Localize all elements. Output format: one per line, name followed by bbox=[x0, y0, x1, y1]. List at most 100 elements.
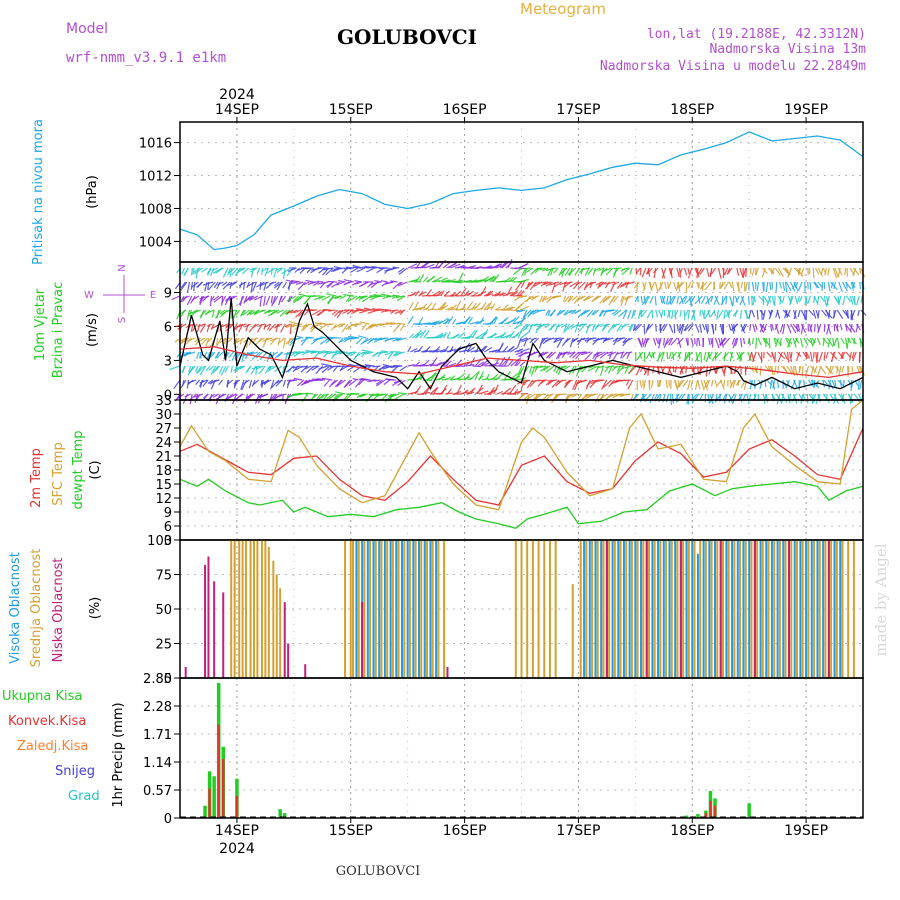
wind-barb bbox=[575, 281, 583, 286]
wind-barb bbox=[321, 365, 331, 374]
cloud-bar bbox=[799, 540, 802, 678]
wind-barb bbox=[553, 337, 562, 340]
wind-barb bbox=[516, 290, 523, 297]
wind-barb bbox=[259, 281, 269, 287]
wind-barb bbox=[317, 351, 328, 355]
wind-barb bbox=[598, 309, 604, 317]
wind-barb bbox=[797, 323, 801, 331]
wind-barb bbox=[195, 337, 201, 346]
wind-barb bbox=[523, 309, 532, 319]
wind-barb bbox=[430, 372, 438, 381]
wind-barb bbox=[384, 281, 394, 285]
wind-barb bbox=[826, 323, 830, 335]
wind-barb bbox=[395, 351, 405, 356]
cloud-bar bbox=[835, 540, 838, 678]
wind-barb bbox=[545, 365, 555, 373]
y-tick-label: 30 bbox=[155, 408, 172, 423]
cloud-bar bbox=[742, 540, 745, 678]
wind-barb bbox=[390, 280, 398, 283]
wind-barb bbox=[384, 351, 393, 356]
wind-barb bbox=[646, 323, 654, 331]
model-elevation-text: Nadmorska Visina u modelu 22.2849m bbox=[600, 59, 866, 74]
wind-barb bbox=[201, 337, 208, 345]
wind-barb bbox=[742, 323, 748, 332]
wind-barb bbox=[226, 281, 237, 287]
wind-barb bbox=[800, 323, 804, 335]
wind-barb bbox=[732, 295, 735, 307]
cloud-bar bbox=[252, 540, 255, 678]
wind-barb bbox=[666, 351, 669, 360]
wind-barb bbox=[677, 281, 683, 288]
wind-barb bbox=[416, 363, 426, 367]
wind-barb bbox=[567, 267, 577, 276]
wind-barb bbox=[611, 323, 620, 327]
wind-barb bbox=[807, 267, 809, 275]
wind-barb bbox=[580, 351, 591, 356]
wind-barb bbox=[762, 295, 765, 306]
wind-barb bbox=[569, 337, 574, 348]
wind-barb bbox=[672, 365, 675, 373]
wind-barb bbox=[793, 309, 797, 320]
wind-barb bbox=[544, 337, 555, 342]
cloud-bar bbox=[446, 666, 449, 678]
wind-barb bbox=[337, 279, 346, 283]
wind-barb bbox=[823, 295, 827, 306]
wind-barb bbox=[649, 393, 655, 404]
wind-barb bbox=[781, 295, 785, 304]
wind-barb bbox=[859, 379, 863, 390]
day-label-bottom: 15SEP bbox=[329, 823, 373, 839]
cloud-bar bbox=[636, 540, 639, 678]
wind-barb bbox=[687, 379, 691, 390]
wind-barb bbox=[813, 281, 819, 289]
wind-barb bbox=[786, 323, 792, 334]
wind-barb bbox=[605, 365, 614, 368]
wind-barb bbox=[775, 337, 779, 348]
wind-barb bbox=[723, 309, 726, 320]
wind-barb bbox=[360, 295, 369, 300]
cloud-bar bbox=[827, 540, 830, 678]
wind-barb bbox=[249, 295, 259, 301]
wind-barb bbox=[484, 306, 494, 311]
wind-barb bbox=[554, 323, 560, 333]
wind-barb bbox=[683, 323, 689, 332]
wind-barb bbox=[266, 323, 272, 331]
wind-barb bbox=[501, 261, 509, 269]
wind-barb bbox=[513, 331, 520, 339]
wind-barb bbox=[199, 365, 207, 376]
temp2m-ylabel: 2m Temp bbox=[29, 448, 44, 508]
wind-barb bbox=[211, 267, 219, 272]
wind-barb bbox=[539, 365, 547, 369]
wind-barb bbox=[368, 323, 376, 328]
wind-barb bbox=[321, 295, 331, 301]
wind-barb bbox=[809, 351, 813, 362]
wind-barb bbox=[620, 295, 624, 303]
wind-barb bbox=[298, 293, 308, 297]
wind-barb bbox=[296, 335, 304, 339]
wind-barb bbox=[849, 351, 852, 361]
wind-barb bbox=[356, 267, 366, 273]
wind-barb bbox=[663, 337, 666, 346]
wind-barb bbox=[561, 267, 566, 278]
cloud-bar bbox=[653, 540, 656, 678]
wind-barb bbox=[361, 349, 372, 353]
wind-barb bbox=[660, 309, 664, 319]
wind-barb bbox=[651, 351, 656, 358]
cloud-mid-ylabel: Srednja Oblacnost bbox=[29, 549, 44, 668]
wind-barb bbox=[829, 365, 834, 374]
wind-barb bbox=[608, 309, 616, 312]
wind-barb bbox=[198, 379, 204, 387]
wind-barb bbox=[810, 365, 815, 377]
wind-barb bbox=[267, 309, 276, 313]
wind-barb bbox=[852, 267, 857, 277]
wind-barb bbox=[418, 317, 424, 325]
wind-barb bbox=[635, 267, 641, 275]
wind-barb bbox=[485, 293, 494, 297]
wind-barb bbox=[825, 309, 830, 319]
wind-barb bbox=[784, 281, 788, 293]
wind-barb bbox=[724, 393, 728, 404]
wind-barb bbox=[181, 365, 186, 374]
cloud-bar bbox=[810, 540, 813, 678]
wind-barb bbox=[541, 281, 549, 284]
y-tick-label: 50 bbox=[155, 603, 172, 618]
wind-barb bbox=[520, 379, 525, 390]
